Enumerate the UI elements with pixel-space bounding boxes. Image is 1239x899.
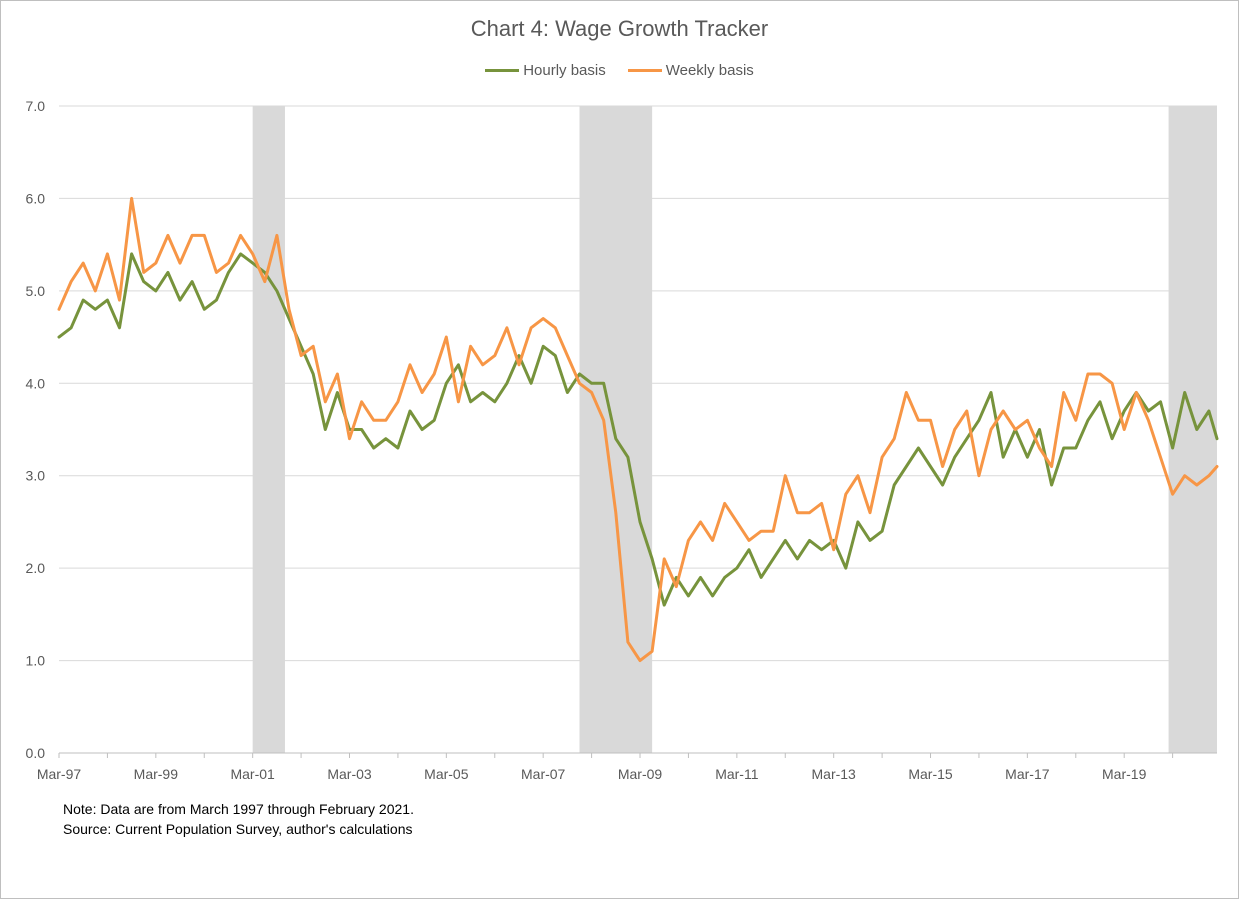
y-tick-label: 0.0 <box>26 745 46 761</box>
legend-label-weekly: Weekly basis <box>665 62 754 79</box>
y-tick-label: 7.0 <box>26 98 46 114</box>
x-tick-label: Mar-11 <box>715 766 759 782</box>
x-tick-label: Mar-17 <box>1005 766 1050 782</box>
series-line-hourly-basis <box>57 252 1219 607</box>
x-tick-label: Mar-13 <box>812 766 857 782</box>
y-tick-label: 6.0 <box>26 190 46 206</box>
recession-band <box>579 106 653 753</box>
note-line: Note: Data are from March 1997 through F… <box>63 801 414 817</box>
legend-label-hourly: Hourly basis <box>523 62 606 79</box>
x-tick-label: Mar-05 <box>424 766 469 782</box>
x-tick-label: Mar-15 <box>908 766 953 782</box>
chart-title: Chart 4: Wage Growth Tracker <box>470 16 769 41</box>
x-tick-label: Mar-97 <box>37 766 82 782</box>
x-tick-label: Mar-09 <box>618 766 663 782</box>
x-tick-label: Mar-01 <box>230 766 275 782</box>
legend-item-weekly: Weekly basis <box>627 62 754 79</box>
source-line: Source: Current Population Survey, autho… <box>63 821 413 837</box>
y-tick-label: 5.0 <box>26 283 46 299</box>
y-tick-label: 4.0 <box>26 375 46 391</box>
x-tick-label: Mar-19 <box>1102 766 1147 782</box>
legend-swatch-hourly <box>485 69 520 72</box>
legend-item-hourly: Hourly basis <box>485 62 606 79</box>
chart-legend: Hourly basis Weekly basis <box>0 62 1239 79</box>
y-tick-label: 1.0 <box>26 653 46 669</box>
y-tick-label: 2.0 <box>26 560 46 576</box>
x-tick-label: Mar-07 <box>521 766 566 782</box>
chart-notes: Note: Data are from March 1997 through F… <box>63 799 414 839</box>
y-tick-label: 3.0 <box>26 468 46 484</box>
recession-band <box>252 106 285 753</box>
legend-swatch-weekly <box>627 69 662 72</box>
x-tick-label: Mar-99 <box>134 766 179 782</box>
series-line-weekly-basis <box>57 196 1219 663</box>
x-tick-label: Mar-03 <box>327 766 372 782</box>
